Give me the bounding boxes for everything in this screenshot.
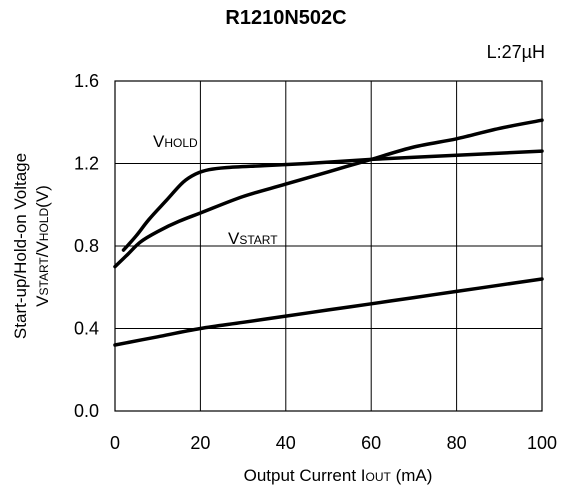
x-tick-label: 100 — [527, 433, 557, 453]
x-tick-label: 60 — [361, 433, 381, 453]
x-tick-label: 40 — [276, 433, 296, 453]
y-axis-label-line2: VSTART/VHOLD(V) — [33, 185, 52, 307]
y-tick-label: 0.4 — [74, 319, 99, 339]
y-axis-label-line1: Start-up/Hold-on Voltage — [11, 153, 30, 339]
tick-labels: 0 20 40 60 80 100 0.0 0.4 0.8 1.2 1.6 — [74, 71, 557, 453]
series-label-vhold: VHOLD — [153, 132, 198, 151]
lower-curve — [113, 277, 544, 347]
chart-title: R1210N502C — [225, 7, 346, 29]
y-tick-label: 0.8 — [74, 236, 99, 256]
y-tick-label: 0.0 — [74, 401, 99, 421]
y-tick-label: 1.6 — [74, 71, 99, 91]
plot-frame — [114, 80, 543, 412]
x-axis-label: Output Current IOUT (mA) — [244, 466, 433, 485]
series-curves — [113, 118, 544, 347]
grid-lines — [115, 81, 542, 411]
x-tick-label: 80 — [447, 433, 467, 453]
x-tick-label: 0 — [110, 433, 120, 453]
series-label-vstart: VSTART — [228, 229, 278, 248]
vhold-curve — [121, 149, 544, 252]
x-tick-label: 20 — [190, 433, 210, 453]
y-tick-label: 1.2 — [74, 154, 99, 174]
vstart-curve — [113, 118, 544, 269]
inductance-note: L:27µH — [487, 42, 545, 62]
